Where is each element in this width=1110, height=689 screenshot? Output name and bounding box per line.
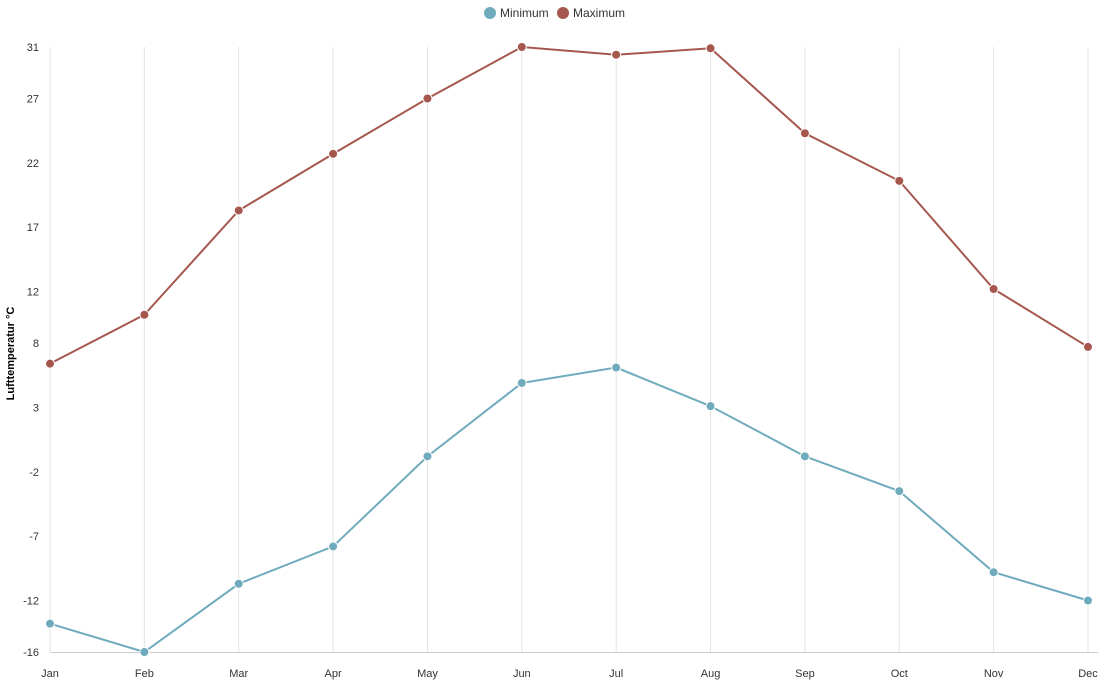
data-point[interactable] <box>45 618 55 629</box>
legend-item-minimum[interactable]: Minimum <box>484 6 549 20</box>
data-point[interactable] <box>1083 341 1093 352</box>
data-point[interactable] <box>988 567 999 578</box>
x-axis-ticks: Jan Feb Mar Apr May Jun Jul Aug Sep Oct Nov Dec <box>41 668 1098 680</box>
data-point[interactable] <box>422 451 433 462</box>
legend-label: Minimum <box>500 6 549 20</box>
x-tick-label: Nov <box>984 668 1004 680</box>
data-point[interactable] <box>139 309 150 320</box>
data-point[interactable] <box>328 148 339 159</box>
x-tick-label: Jun <box>513 668 531 680</box>
data-point[interactable] <box>799 451 810 462</box>
y-tick-label: 27 <box>27 93 39 105</box>
data-point[interactable] <box>516 42 527 52</box>
y-tick-label: 22 <box>27 158 39 170</box>
data-point[interactable] <box>422 93 433 104</box>
x-tick-label: Dec <box>1078 668 1098 680</box>
y-tick-label: -16 <box>23 647 39 659</box>
y-tick-label: -7 <box>29 531 39 543</box>
legend-label: Maximum <box>573 6 625 20</box>
data-point[interactable] <box>988 284 999 294</box>
y-tick-label: -2 <box>29 467 39 479</box>
x-tick-label: Aug <box>701 668 721 680</box>
data-point[interactable] <box>45 358 55 369</box>
x-tick-label: Sep <box>795 668 815 680</box>
x-tick-label: Mar <box>229 668 248 680</box>
x-tick-label: Oct <box>891 668 908 680</box>
y-axis-ticks: 31 27 22 17 12 8 3 -2 -7 -12 -16 <box>23 42 39 659</box>
series-maximum <box>45 42 1093 369</box>
y-tick-label: -12 <box>23 596 39 608</box>
x-tick-label: Apr <box>325 668 342 680</box>
data-point[interactable] <box>799 128 810 139</box>
legend[interactable]: Minimum Maximum <box>484 6 625 20</box>
data-point[interactable] <box>611 49 622 60</box>
legend-marker <box>484 7 496 19</box>
data-point[interactable] <box>1083 595 1093 606</box>
x-tick-label: Feb <box>135 668 154 680</box>
data-point[interactable] <box>894 175 905 186</box>
data-point[interactable] <box>611 362 622 373</box>
data-point[interactable] <box>516 377 527 388</box>
series-line-maximum <box>49 45 1089 365</box>
y-axis-title: Lufttemperatur °C <box>5 307 17 401</box>
series-minimum <box>45 362 1093 657</box>
data-point[interactable] <box>139 647 150 657</box>
y-tick-label: 31 <box>27 42 39 54</box>
data-point[interactable] <box>233 205 244 216</box>
grid-lines <box>49 47 1089 652</box>
legend-marker <box>557 7 569 19</box>
x-tick-label: Jul <box>609 668 623 680</box>
series-line-minimum <box>49 366 1089 654</box>
x-tick-label: Jan <box>41 668 59 680</box>
y-tick-label: 12 <box>27 287 39 299</box>
series <box>45 42 1093 657</box>
legend-item-maximum[interactable]: Maximum <box>557 6 625 20</box>
data-point[interactable] <box>705 401 716 412</box>
data-point[interactable] <box>328 541 339 552</box>
data-point[interactable] <box>894 486 905 497</box>
data-point[interactable] <box>705 43 716 54</box>
x-tick-label: May <box>417 668 438 680</box>
y-tick-label: 3 <box>33 402 39 414</box>
data-point[interactable] <box>233 578 244 589</box>
y-tick-label: 17 <box>27 222 39 234</box>
y-tick-label: 8 <box>33 338 39 350</box>
